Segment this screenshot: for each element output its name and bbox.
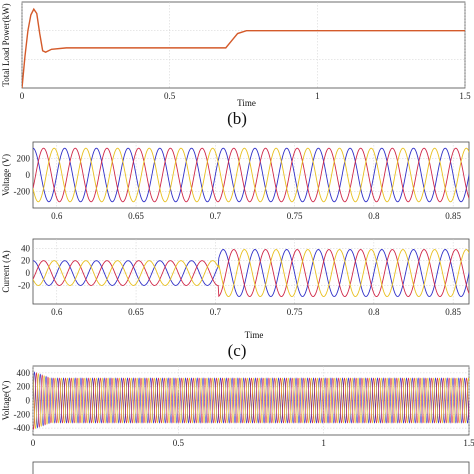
y-axis-label: Total Load Power(kW) — [1, 3, 11, 86]
x-tick-label: 1.5 — [459, 91, 471, 101]
series-line-phase-a — [33, 249, 469, 298]
y-tick-label: 200 — [17, 382, 31, 392]
series-line-phase-c — [33, 249, 469, 298]
x-tick-label: 0.5 — [173, 438, 185, 448]
panel-label-b: (b) — [227, 109, 247, 128]
y-tick-label: 20 — [21, 256, 31, 266]
series-line-phase-c — [33, 147, 469, 203]
x-tick-label: 0.6 — [51, 211, 63, 221]
series-line-phase-a — [33, 147, 469, 203]
y-axis-label: Current (A) — [1, 250, 11, 292]
y-axis-label: Voltage (V) — [1, 154, 11, 196]
x-tick-label: 0.85 — [445, 307, 461, 317]
x-tick-label: 0.7 — [210, 211, 222, 221]
plot-area — [21, 1, 466, 89]
y-tick-label: -200 — [14, 409, 31, 419]
x-tick-label: 0 — [20, 91, 25, 101]
x-tick-label: 0.5 — [164, 91, 176, 101]
x-tick-label: 0.65 — [128, 211, 144, 221]
x-axis-label: Time — [245, 330, 264, 340]
y-tick-label: -200 — [14, 187, 31, 197]
x-axis-label: Time — [237, 98, 256, 108]
series-line-phase-b — [33, 147, 469, 203]
y-tick-label: 0 — [26, 170, 31, 180]
series-line-load-power — [22, 7, 465, 88]
plot-area — [32, 238, 470, 305]
x-tick-label: 1 — [315, 91, 320, 101]
y-tick-label: -400 — [14, 423, 31, 433]
x-tick-label: 0.7 — [210, 307, 222, 317]
series-line-phase-b — [33, 372, 469, 430]
series-line-phase-a — [33, 371, 469, 429]
x-tick-label: 0 — [31, 438, 36, 448]
y-tick-label: 400 — [17, 368, 31, 378]
next-panel-stub — [32, 461, 470, 474]
chart-current-zoom: 0.6 0.65 0.7 0.75 0.8 0.85 -20 0 20 40 Current (A)… — [1, 238, 470, 340]
x-tick-label: 0.85 — [445, 211, 461, 221]
y-tick-label: 0 — [26, 396, 31, 406]
chart-voltage-full: 0 0.5 1 1.5 -400 -200 0 200 400 Voltage(V) — [1, 365, 474, 448]
x-tick-label: 1 — [321, 438, 326, 448]
y-axis-label: Voltage(V) — [1, 381, 11, 421]
y-tick-label: 0 — [26, 268, 31, 278]
y-tick-label: 40 — [21, 243, 31, 253]
x-tick-label: 0.8 — [368, 211, 380, 221]
plot-area — [32, 141, 470, 209]
series-line-phase-c — [33, 373, 469, 429]
y-tick-label: 200 — [17, 154, 31, 164]
x-tick-label: 0.65 — [128, 307, 144, 317]
y-tick-label: -20 — [18, 280, 30, 290]
x-tick-label: 0.6 — [51, 307, 63, 317]
x-tick-label: 1.5 — [463, 438, 474, 448]
chart-voltage-zoom: 0.6 0.65 0.7 0.75 0.8 0.85 -200 0 200 Voltage (V) — [1, 141, 470, 221]
panel-label-c: (c) — [228, 341, 247, 360]
series-line-phase-b — [33, 249, 469, 298]
plot-area — [32, 461, 470, 474]
x-tick-label: 0.75 — [287, 211, 303, 221]
x-tick-label: 0.75 — [287, 307, 303, 317]
chart-load-power: 0 0.5 1 1.5 Total Load Power(kW) Time — [1, 1, 471, 108]
x-tick-label: 0.8 — [368, 307, 380, 317]
